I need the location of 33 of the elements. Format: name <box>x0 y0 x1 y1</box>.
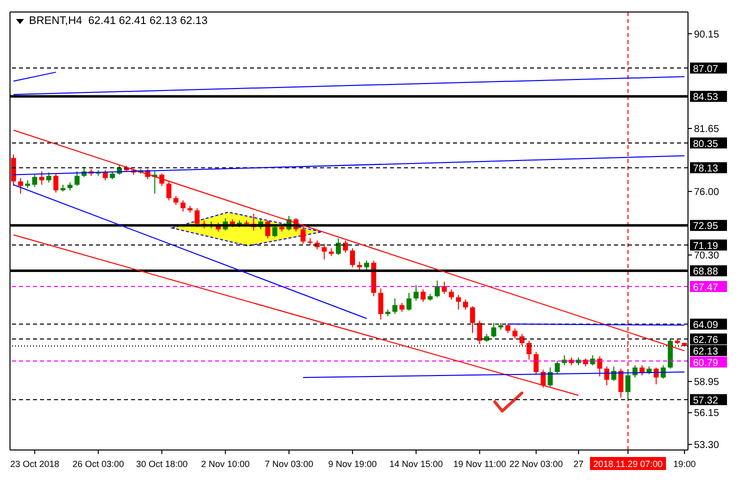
x-tick-label: 26 Oct 03:00 <box>72 459 124 469</box>
chart-title: BRENT,H4 62.41 62.41 62.13 62.13 <box>29 15 208 27</box>
y-tick-label: 76.00 <box>694 186 720 198</box>
ref-line-label: 72.95 <box>693 221 718 232</box>
ref-line-label: 84.53 <box>693 92 718 104</box>
ref-line-label: 62.76 <box>693 334 718 346</box>
x-tick-label: 22 Nov 03:00 <box>509 459 563 469</box>
ref-line-label: 57.32 <box>693 395 718 406</box>
y-tick-label: 81.65 <box>694 124 720 136</box>
y-tick-label: 53.30 <box>694 440 720 451</box>
x-tick-label: 7 Nov 03:00 <box>264 459 314 469</box>
y-tick-label: 58.95 <box>694 377 720 388</box>
y-tick-label: 70.30 <box>694 250 720 262</box>
x-tick-label: 2 Nov 10:00 <box>201 459 250 469</box>
x-tick-label: 27 <box>574 459 584 469</box>
x-tick-label: 30 Oct 18:00 <box>136 459 188 469</box>
ref-line-label: 68.88 <box>693 266 718 278</box>
x-tick-label: 19 Nov 11:00 <box>453 459 506 469</box>
y-tick-label: 56.15 <box>694 408 720 420</box>
ref-line-label: 71.19 <box>693 240 718 252</box>
ref-line-label: 60.79 <box>693 358 718 369</box>
ref-line-label: 78.13 <box>693 163 718 174</box>
x-tick-label: 9 Nov 19:00 <box>328 459 377 469</box>
x-tick-label: 23 Oct 2018 <box>10 459 60 469</box>
ref-line-label: 62.13 <box>693 346 718 358</box>
ref-line-label: 87.07 <box>693 64 718 75</box>
x-tick-label: 19:00 <box>673 459 696 469</box>
ref-line-label: 80.35 <box>693 138 718 150</box>
x-tick-label: 2018.11.29 07:00 <box>593 459 663 469</box>
x-tick-label: 14 Nov 15:00 <box>389 459 443 469</box>
ref-line-label: 67.47 <box>693 282 718 294</box>
y-tick-label: 90.15 <box>694 29 720 40</box>
ref-line-label: 64.09 <box>693 320 718 331</box>
